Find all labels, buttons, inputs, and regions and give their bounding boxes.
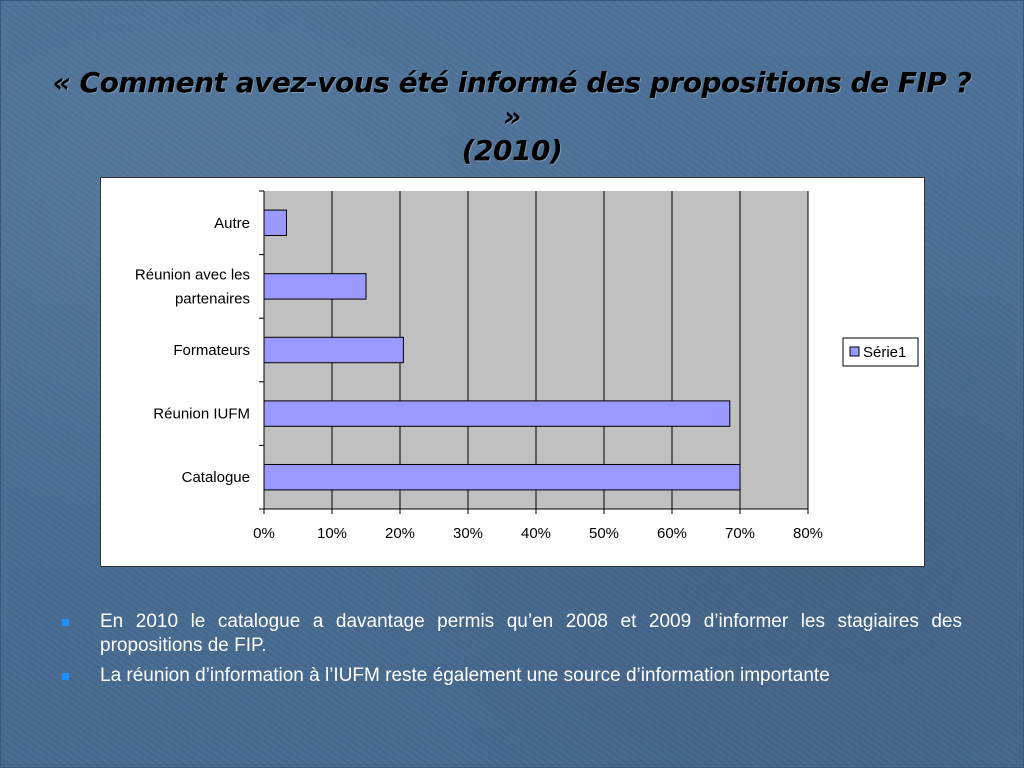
bullet-item: En 2010 le catalogue a davantage permis … bbox=[60, 610, 962, 658]
chart-container: Catalogue Réunion IUFM Formateurs Réunion a… bbox=[100, 177, 925, 567]
x-tick-label: 60% bbox=[657, 525, 687, 542]
bullet-list: En 2010 le catalogue a davantage permis … bbox=[60, 610, 962, 694]
x-tick-label: 40% bbox=[521, 525, 551, 542]
category-label: Formateurs bbox=[173, 342, 250, 359]
category-label: Catalogue bbox=[182, 469, 250, 486]
x-tick-label: 30% bbox=[453, 525, 483, 542]
category-label: partenaires bbox=[175, 290, 250, 307]
x-tick-label: 50% bbox=[589, 525, 619, 542]
bar-1 bbox=[263, 400, 731, 427]
x-tick-label: 70% bbox=[725, 525, 755, 542]
bar-4 bbox=[263, 209, 287, 237]
legend-swatch bbox=[849, 346, 860, 357]
x-tick-label: 10% bbox=[317, 525, 347, 542]
bullet-text: La réunion d’information à l’IUFM reste … bbox=[100, 665, 830, 686]
slide-title: « Comment avez-vous été informé des prop… bbox=[40, 66, 984, 168]
legend-label: Série1 bbox=[863, 344, 906, 361]
slide-title-line2: (2010) bbox=[461, 134, 563, 167]
slide-title-line1: « Comment avez-vous été informé des prop… bbox=[52, 66, 972, 133]
square-bullet-icon bbox=[62, 673, 69, 680]
bar-3 bbox=[263, 273, 367, 300]
x-tick-label: 0% bbox=[253, 525, 275, 542]
bullet-text: En 2010 le catalogue a davantage permis … bbox=[100, 611, 962, 656]
bar-2 bbox=[263, 336, 404, 364]
category-label: Réunion IUFM bbox=[153, 406, 250, 423]
bar-chart: Catalogue Réunion IUFM Formateurs Réunion a… bbox=[135, 190, 919, 542]
x-tick-label: 20% bbox=[385, 525, 415, 542]
x-tick-label: 80% bbox=[793, 525, 823, 542]
square-bullet-icon bbox=[62, 619, 69, 626]
category-label: Réunion avec les bbox=[135, 266, 250, 283]
category-label: Autre bbox=[214, 215, 250, 232]
bullet-item: La réunion d’information à l’IUFM reste … bbox=[60, 664, 962, 688]
bar-0 bbox=[263, 463, 741, 491]
